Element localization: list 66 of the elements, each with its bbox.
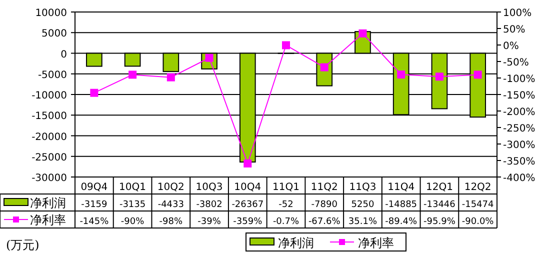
- point: [244, 159, 252, 168]
- x-tick-label: 11Q4: [388, 182, 415, 193]
- x-tick-label: 11Q1: [272, 182, 300, 193]
- data-label: -4433: [158, 200, 184, 210]
- data-label: -98%: [159, 217, 183, 227]
- data-label: -67.6%: [308, 217, 341, 227]
- data-label: -14885: [385, 200, 418, 210]
- y-tick-label: 10000: [35, 8, 67, 19]
- data-label: -145%: [80, 217, 110, 227]
- y-tick-label: 0: [60, 49, 67, 60]
- data-label: -52: [278, 200, 294, 210]
- y-tick-label: -30000: [32, 173, 67, 184]
- legend-label: 净利率: [30, 213, 66, 227]
- x-tick-label: 10Q2: [157, 182, 184, 193]
- text: (万元): [6, 238, 40, 252]
- x-tick-label: 12Q2: [464, 182, 492, 193]
- data-label: -3159: [81, 200, 108, 210]
- data-label: -359%: [233, 217, 263, 227]
- data-label: -3135: [119, 200, 146, 210]
- y2-tick-label: -100%: [503, 74, 536, 85]
- y-tick-label: -5000: [38, 70, 67, 81]
- data-label: -26367: [232, 200, 264, 210]
- y2-tick-label: -250%: [503, 124, 536, 134]
- data-label: -3802: [196, 200, 222, 210]
- point: [397, 70, 406, 78]
- point: [474, 70, 482, 79]
- y2-tick-label: 50%: [503, 24, 526, 36]
- y2-tick-label: 0%: [503, 41, 519, 52]
- point: [435, 72, 444, 81]
- data-label: -13446: [424, 200, 456, 210]
- data-label: 35.1%: [348, 217, 378, 227]
- y-tick-label: -20000: [32, 132, 67, 143]
- x-tick-label: 10Q3: [196, 182, 223, 193]
- data-label: -90%: [120, 217, 145, 227]
- x-tick-label: 10Q1: [119, 182, 146, 193]
- y-tick-label: -15000: [32, 111, 67, 122]
- y2-tick-label: 100%: [503, 8, 532, 19]
- point: [90, 88, 98, 97]
- y2-tick-label: -350%: [503, 156, 536, 168]
- data-label: -15474: [462, 200, 494, 210]
- data-label: 5250: [351, 200, 374, 210]
- point: [128, 70, 137, 79]
- x-tick-label: 11Q2: [310, 182, 338, 193]
- y2-tick-label: -200%: [503, 107, 536, 118]
- x-tick-label: 12Q1: [426, 182, 453, 193]
- data-label: -0.7%: [272, 217, 300, 227]
- point: [166, 73, 175, 82]
- data-label: -7890: [311, 200, 338, 210]
- y-tick-label: -25000: [32, 152, 67, 164]
- data-label: -39%: [198, 217, 222, 227]
- legend-label: 净利润: [30, 196, 66, 210]
- x-tick-label: 09Q4: [80, 182, 108, 193]
- data-label: -90.0%: [462, 217, 494, 227]
- y2-tick-label: -50%: [503, 58, 529, 68]
- point: [282, 41, 290, 50]
- y2-tick-label: -300%: [503, 140, 536, 151]
- x-tick-label: 10Q4: [234, 182, 262, 193]
- y-tick-label: -10000: [32, 90, 67, 102]
- legend: 净利润 净利率: [246, 232, 406, 252]
- y2-tick-label: -400%: [503, 173, 536, 184]
- point: [358, 29, 367, 38]
- y-tick-label: 5000: [42, 28, 67, 40]
- data-label: -95.9%: [424, 217, 456, 227]
- x-tick-label: 11Q3: [349, 182, 376, 193]
- y2-tick-label: -150%: [503, 90, 536, 102]
- data-label: -89.4%: [385, 217, 418, 227]
